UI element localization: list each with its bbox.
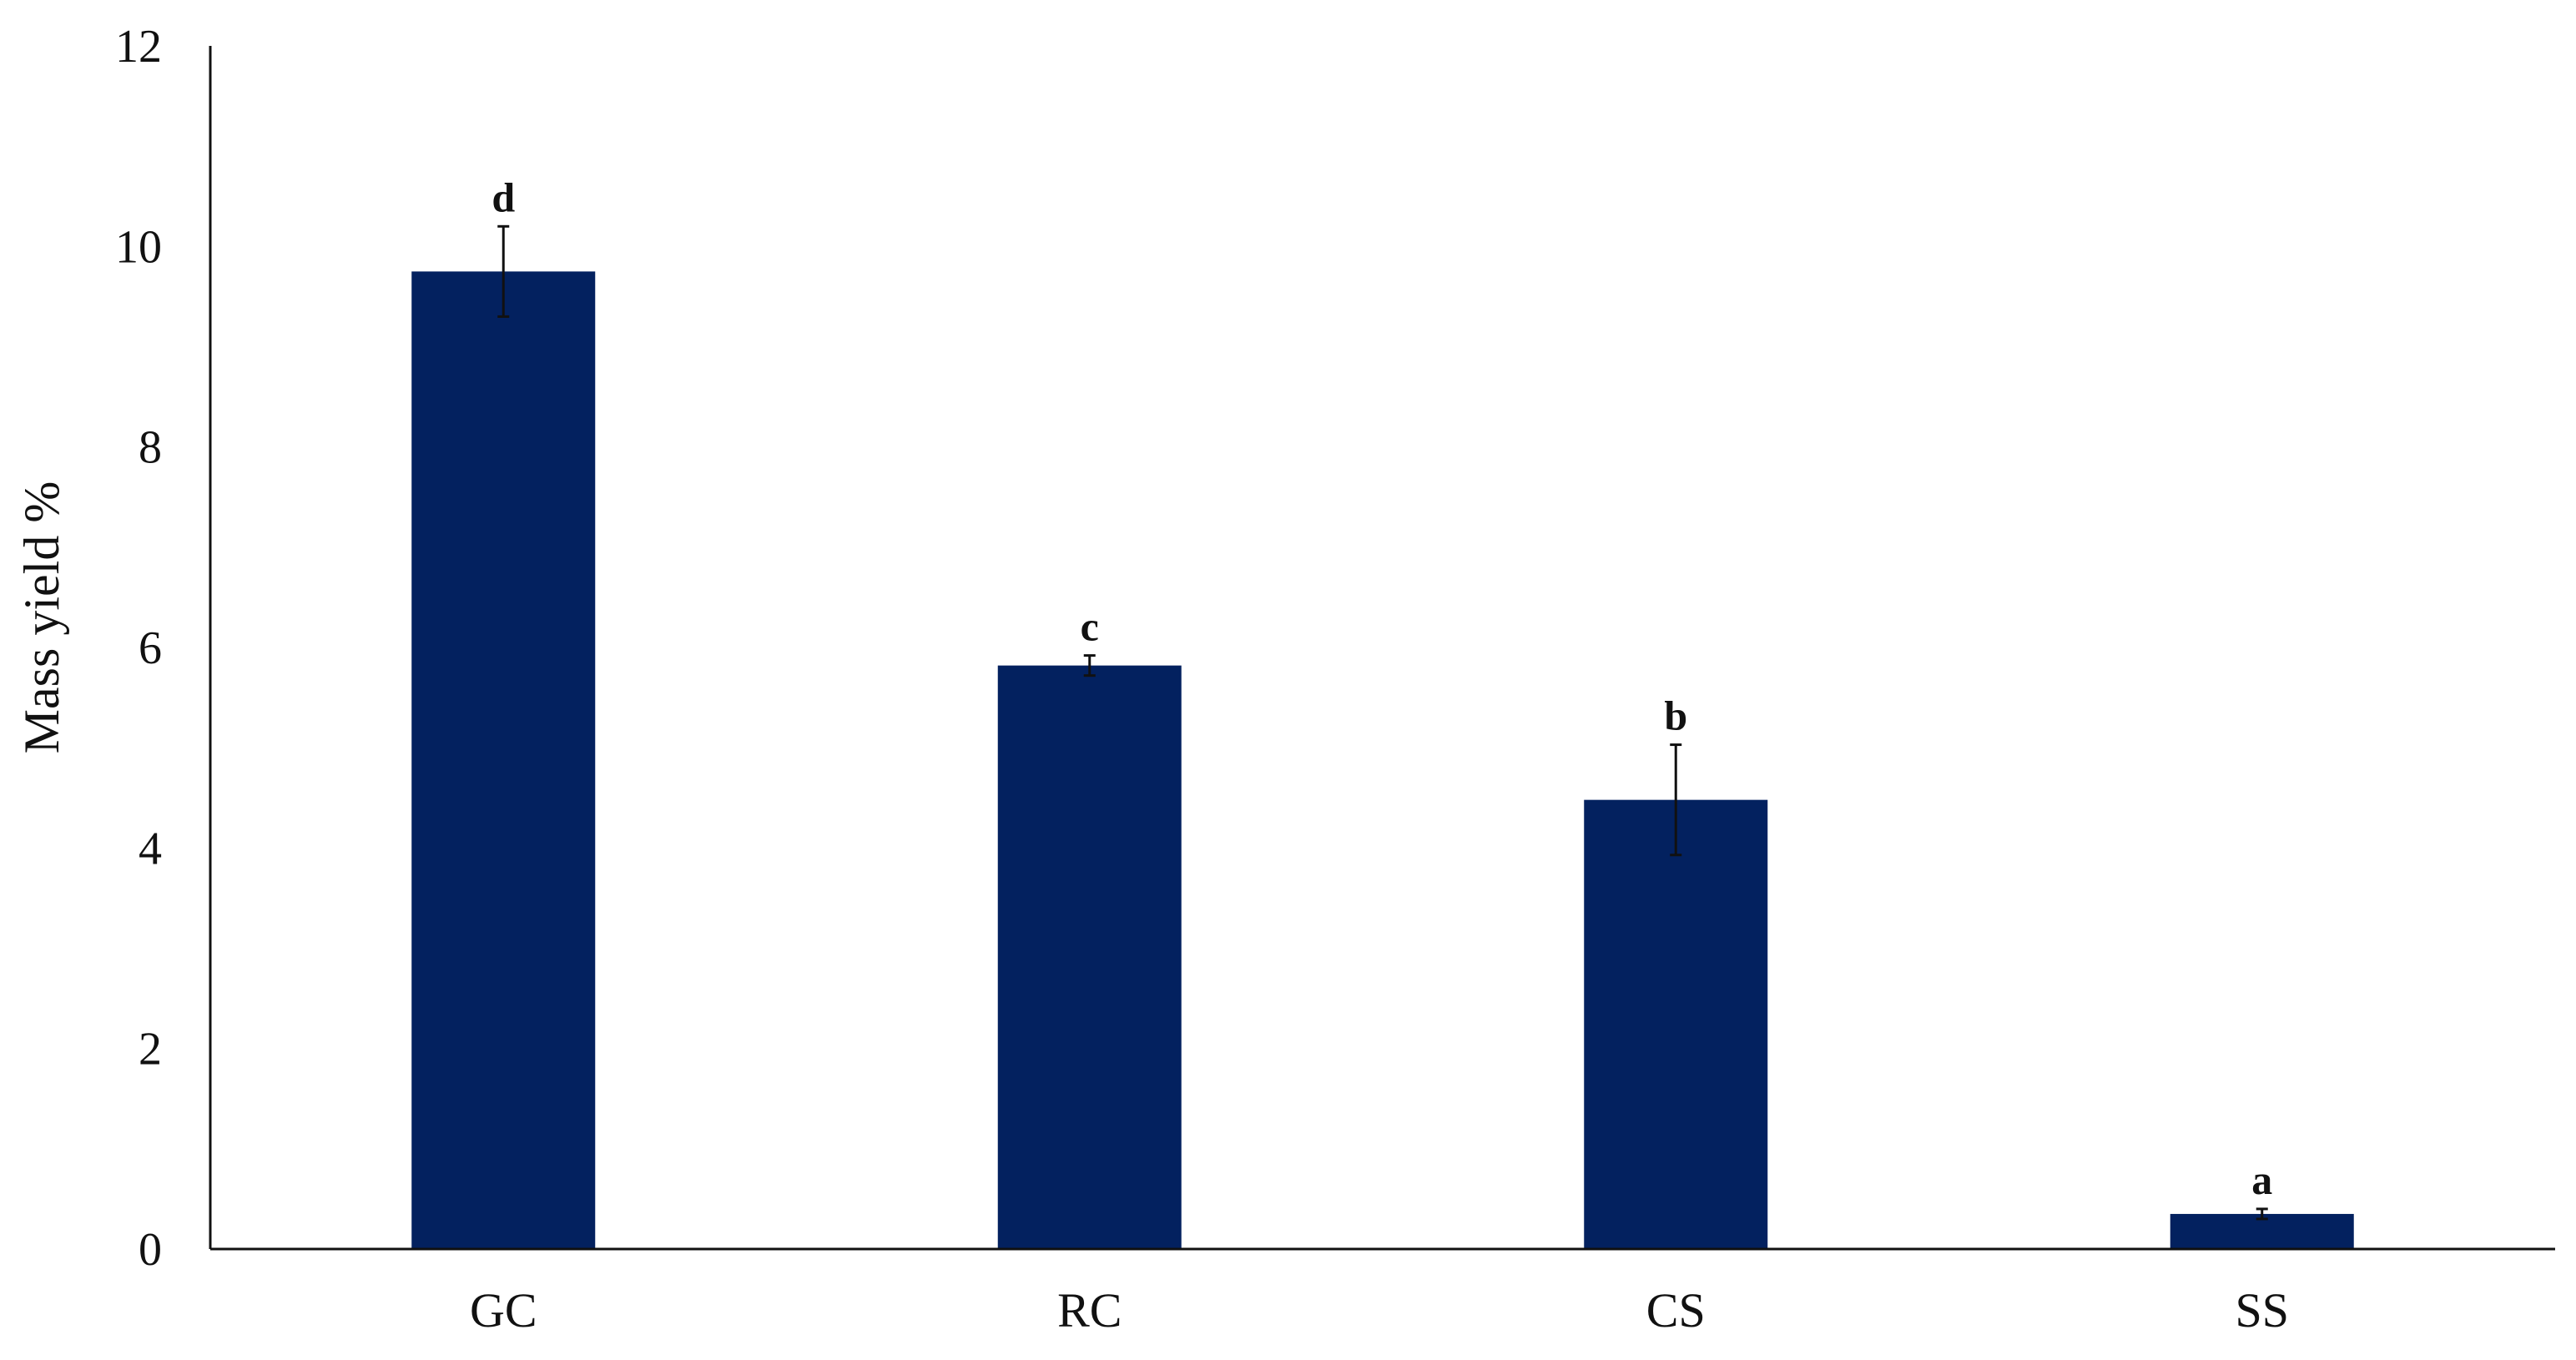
bars (411, 271, 2354, 1249)
bar-cs (1584, 799, 1768, 1249)
bar-rc (997, 665, 1182, 1249)
x-tick-label-rc: RC (1057, 1283, 1122, 1337)
y-tick-label: 10 (115, 221, 162, 273)
y-axis-title: Mass yield % (14, 481, 69, 754)
significance-label-rc: c (1081, 603, 1099, 650)
significance-label-ss: a (2251, 1156, 2272, 1203)
y-tick-label: 4 (139, 823, 162, 874)
x-tick-label-gc: GC (470, 1283, 537, 1337)
error-bars (497, 224, 2268, 1221)
x-tick-label-ss: SS (2235, 1283, 2289, 1337)
x-tick-label-cs: CS (1646, 1283, 1706, 1337)
y-tick-label: 0 (139, 1224, 162, 1276)
y-tick-label: 12 (115, 21, 162, 73)
significance-label-gc: d (492, 174, 515, 220)
significance-labels: d c b a (492, 174, 2272, 1203)
significance-label-cs: b (1664, 693, 1687, 739)
y-tick-label: 2 (139, 1024, 162, 1075)
bar-gc (411, 271, 596, 1249)
y-axis-ticks: 0 2 4 6 8 10 12 (115, 21, 162, 1276)
y-tick-label: 6 (139, 622, 162, 674)
x-axis-labels: GC RC CS SS (470, 1283, 2289, 1337)
y-tick-label: 8 (139, 422, 162, 474)
